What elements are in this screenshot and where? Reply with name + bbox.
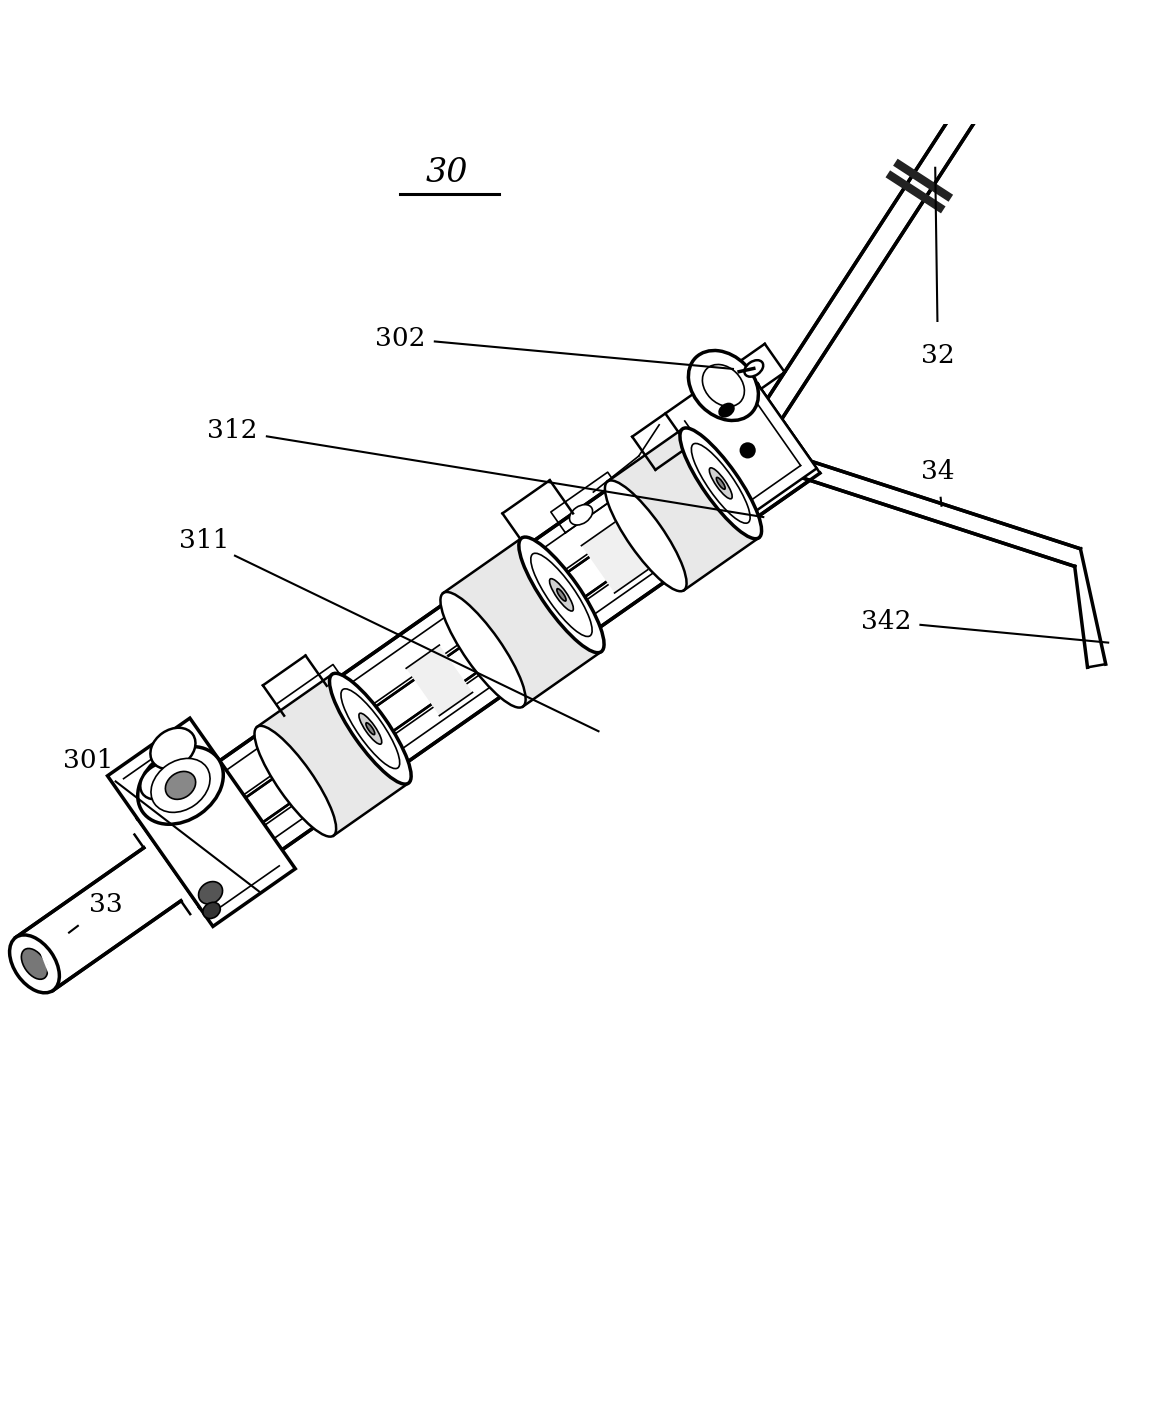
Text: 33: 33 (88, 892, 123, 917)
Ellipse shape (739, 443, 756, 458)
Polygon shape (187, 427, 792, 864)
Ellipse shape (556, 589, 566, 601)
Ellipse shape (716, 478, 726, 489)
Ellipse shape (138, 746, 224, 825)
Polygon shape (443, 538, 602, 707)
Ellipse shape (531, 554, 592, 636)
Text: 311: 311 (178, 528, 229, 554)
Text: 34: 34 (921, 459, 955, 483)
Ellipse shape (692, 444, 750, 523)
Polygon shape (257, 674, 408, 836)
Ellipse shape (519, 537, 604, 653)
Ellipse shape (688, 350, 758, 420)
Ellipse shape (140, 763, 181, 799)
Ellipse shape (702, 364, 744, 406)
Text: 30: 30 (425, 157, 468, 188)
Ellipse shape (166, 771, 196, 799)
Text: 301: 301 (63, 747, 114, 773)
Ellipse shape (294, 697, 318, 718)
Polygon shape (137, 384, 821, 908)
Ellipse shape (569, 504, 592, 525)
Polygon shape (607, 429, 759, 590)
Polygon shape (745, 441, 1080, 566)
Polygon shape (406, 645, 473, 715)
Polygon shape (108, 718, 296, 926)
Ellipse shape (255, 726, 336, 836)
Polygon shape (582, 523, 648, 593)
Text: 32: 32 (921, 343, 955, 368)
Ellipse shape (744, 360, 764, 377)
Ellipse shape (9, 934, 59, 993)
Ellipse shape (151, 759, 210, 812)
Ellipse shape (1018, 11, 1036, 30)
Ellipse shape (680, 429, 761, 538)
Ellipse shape (359, 714, 381, 745)
Text: 342: 342 (861, 608, 911, 634)
Ellipse shape (549, 579, 574, 611)
Ellipse shape (21, 948, 48, 979)
Ellipse shape (198, 881, 223, 903)
Text: 312: 312 (207, 419, 258, 444)
Ellipse shape (341, 688, 400, 769)
Ellipse shape (605, 481, 686, 592)
Polygon shape (738, 27, 1028, 457)
Polygon shape (665, 361, 817, 521)
Ellipse shape (203, 902, 220, 919)
Polygon shape (16, 847, 181, 991)
Ellipse shape (329, 673, 411, 784)
Ellipse shape (719, 403, 734, 417)
Ellipse shape (366, 722, 374, 735)
Ellipse shape (709, 468, 732, 499)
Ellipse shape (440, 592, 526, 708)
Text: 302: 302 (376, 326, 425, 351)
Polygon shape (1001, 0, 1051, 45)
Ellipse shape (151, 728, 196, 769)
